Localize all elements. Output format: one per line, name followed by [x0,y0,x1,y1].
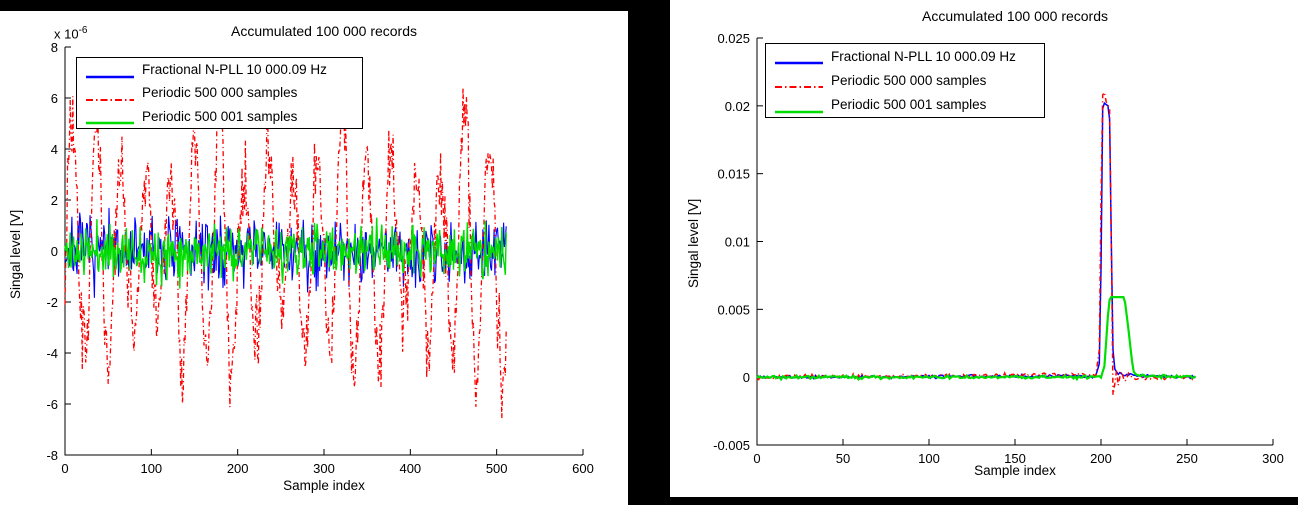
y-tick-label: -0.005 [713,438,750,453]
chart-panel-right: 0 50 100 150 200 250 300 0.025 0.02 0.015 0.01 0.00… [670,0,1298,497]
series-line-2 [64,217,507,289]
legend-label: Periodic 500 001 samples [142,108,298,124]
legend-line-sample-green [86,113,134,125]
x-tick-label: 500 [486,461,508,476]
legend-label: Fractional N-PLL 10 000.09 Hz [831,48,1016,64]
legend-label: Periodic 500 001 samples [831,97,987,113]
plot-area-left: 0 100 200 300 400 500 600 8 6 4 2 0 -2 -4 -6 -8 [46,40,593,476]
background-band-bottom [628,497,1298,505]
legend-entry: Periodic 500 000 samples [77,81,362,104]
x-tick-label: 150 [1004,451,1026,466]
legend-line-sample-red [775,77,823,89]
legend-right: Fractional N-PLL 10 000.09 Hz Periodic 5… [765,43,1045,118]
x-tick-label: 0 [753,451,760,466]
x-axis-label-left: Sample index [283,478,365,493]
y-tick-label: 0.015 [717,167,750,182]
y-tick-label: 4 [51,142,58,157]
legend-entry: Periodic 500 000 samples [766,68,1044,92]
y-tick-label: 0.025 [717,31,750,46]
y-tick-label: 0 [51,244,58,259]
x-tick-label: 50 [836,451,850,466]
legend-label: Periodic 500 000 samples [142,85,298,101]
y-axis-label-right: Singal level [V] [686,198,701,288]
y-axis-multiplier-exponent: -6 [78,25,88,36]
legend-entry: Fractional N-PLL 10 000.09 Hz [77,58,362,81]
panel-divider [628,0,670,505]
y-axis-multiplier-base: x 10 [54,26,79,42]
y-tick-label: 8 [51,40,58,55]
legend-line-sample-blue [775,53,823,65]
x-tick-label: 250 [1176,451,1198,466]
chart-title-left: Accumulated 100 000 records [231,23,417,39]
series-line-1 [756,90,1197,395]
x-tick-label: 0 [61,461,68,476]
y-tick-label: -6 [46,397,58,412]
x-tick-label: 300 [1262,451,1284,466]
y-tick-label: 0.01 [725,235,750,250]
y-tick-label: 6 [51,91,58,106]
x-tick-label: 600 [572,461,594,476]
y-axis-multiplier: x 10-6 [54,25,87,41]
legend-line-sample-green [775,102,823,114]
axes: 0 100 200 300 400 500 600 8 6 4 2 0 -2 -4 -6 -8 [46,40,593,476]
legend-label: Fractional N-PLL 10 000.09 Hz [142,62,327,78]
x-axis-label-right: Sample index [974,463,1056,478]
legend-entry: Periodic 500 001 samples [77,105,362,128]
legend-left: Fractional N-PLL 10 000.09 Hz Periodic 5… [76,57,363,129]
legend-line-sample-red [86,90,134,101]
legend-line-sample-blue [86,67,134,78]
series-line-2 [756,296,1197,382]
legend-label: Periodic 500 000 samples [831,72,987,88]
x-tick-label: 200 [227,461,249,476]
y-tick-label: 0.02 [725,99,750,114]
plot-area-right: 0 50 100 150 200 250 300 0.025 0.02 0.015 0.01 0.00… [713,31,1284,466]
x-tick-label: 300 [313,461,335,476]
series-line-1 [64,87,507,419]
x-tick-label: 100 [140,461,162,476]
legend-entry: Periodic 500 001 samples [766,93,1044,117]
y-tick-label: 0 [743,370,750,385]
legend-entry: Fractional N-PLL 10 000.09 Hz [766,44,1044,68]
x-tick-label: 200 [1090,451,1112,466]
y-tick-label: -4 [46,346,58,361]
y-tick-label: 0.005 [717,302,750,317]
y-tick-label: -2 [46,295,58,310]
y-tick-label: 2 [51,193,58,208]
axes: 0 50 100 150 200 250 300 0.025 0.02 0.015 0.01 0.00… [713,31,1284,466]
chart-title-right: Accumulated 100 000 records [922,8,1108,24]
y-tick-label: -8 [46,448,58,463]
x-tick-label: 400 [399,461,421,476]
background-band-top [0,0,670,11]
chart-panel-left: 0 100 200 300 400 500 600 8 6 4 2 0 -2 -4 -6 -8 Accumul… [0,11,628,505]
x-tick-label: 100 [918,451,940,466]
y-axis-label-left: Singal level [V] [8,209,23,299]
